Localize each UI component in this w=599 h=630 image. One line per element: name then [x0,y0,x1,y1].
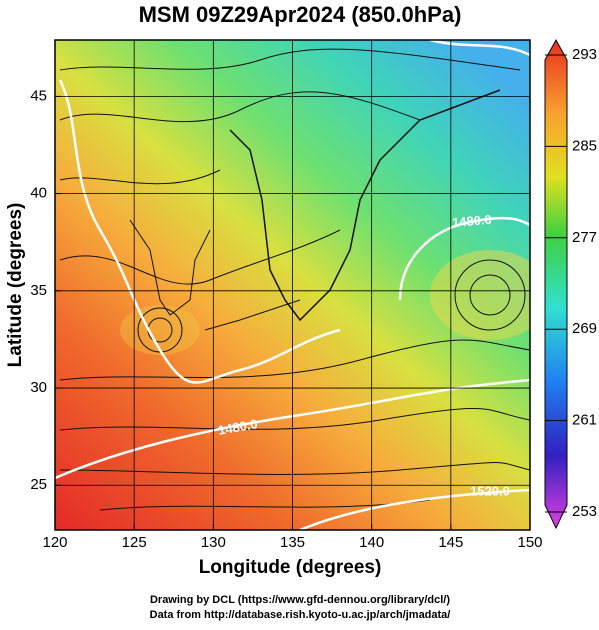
x-tick-label: 120 [42,534,67,551]
y-tick-label: 40 [30,185,47,202]
title: MSM 09Z29Apr2024 (850.0hPa) [139,2,462,27]
colorbar-tick-label: 285 [572,137,597,154]
x-axis-label: Longitude (degrees) [199,557,382,578]
footer-line: Drawing by DCL (https://www.gfd-dennou.o… [150,594,450,606]
colorbar-tick-label: 269 [572,320,597,337]
colorbar [544,38,568,530]
y-tick-label: 35 [30,282,47,299]
colorbar-tick-label: 293 [572,46,597,63]
contour-label: 1520.0 [470,483,510,498]
contour-label: 1480.0 [451,212,492,230]
colorbar-tick-label: 253 [572,503,597,520]
x-tick-label: 140 [359,534,384,551]
x-tick-label: 135 [280,534,305,551]
x-tick-label: 130 [201,534,226,551]
y-tick-label: 45 [30,87,47,104]
y-axis-label: Latitude (degrees) [5,203,26,368]
x-tick-label: 125 [122,534,147,551]
y-tick-label: 30 [30,379,47,396]
contour-label: 1480.0 [217,416,259,438]
colorbar-tick-label: 261 [572,412,597,429]
x-tick-label: 150 [517,534,542,551]
map-overlay [55,40,530,530]
footer-line: Data from http://database.rish.kyoto-u.a… [150,609,451,621]
colorbar-tick-label: 277 [572,229,597,246]
x-tick-label: 145 [438,534,463,551]
y-tick-label: 25 [30,476,47,493]
